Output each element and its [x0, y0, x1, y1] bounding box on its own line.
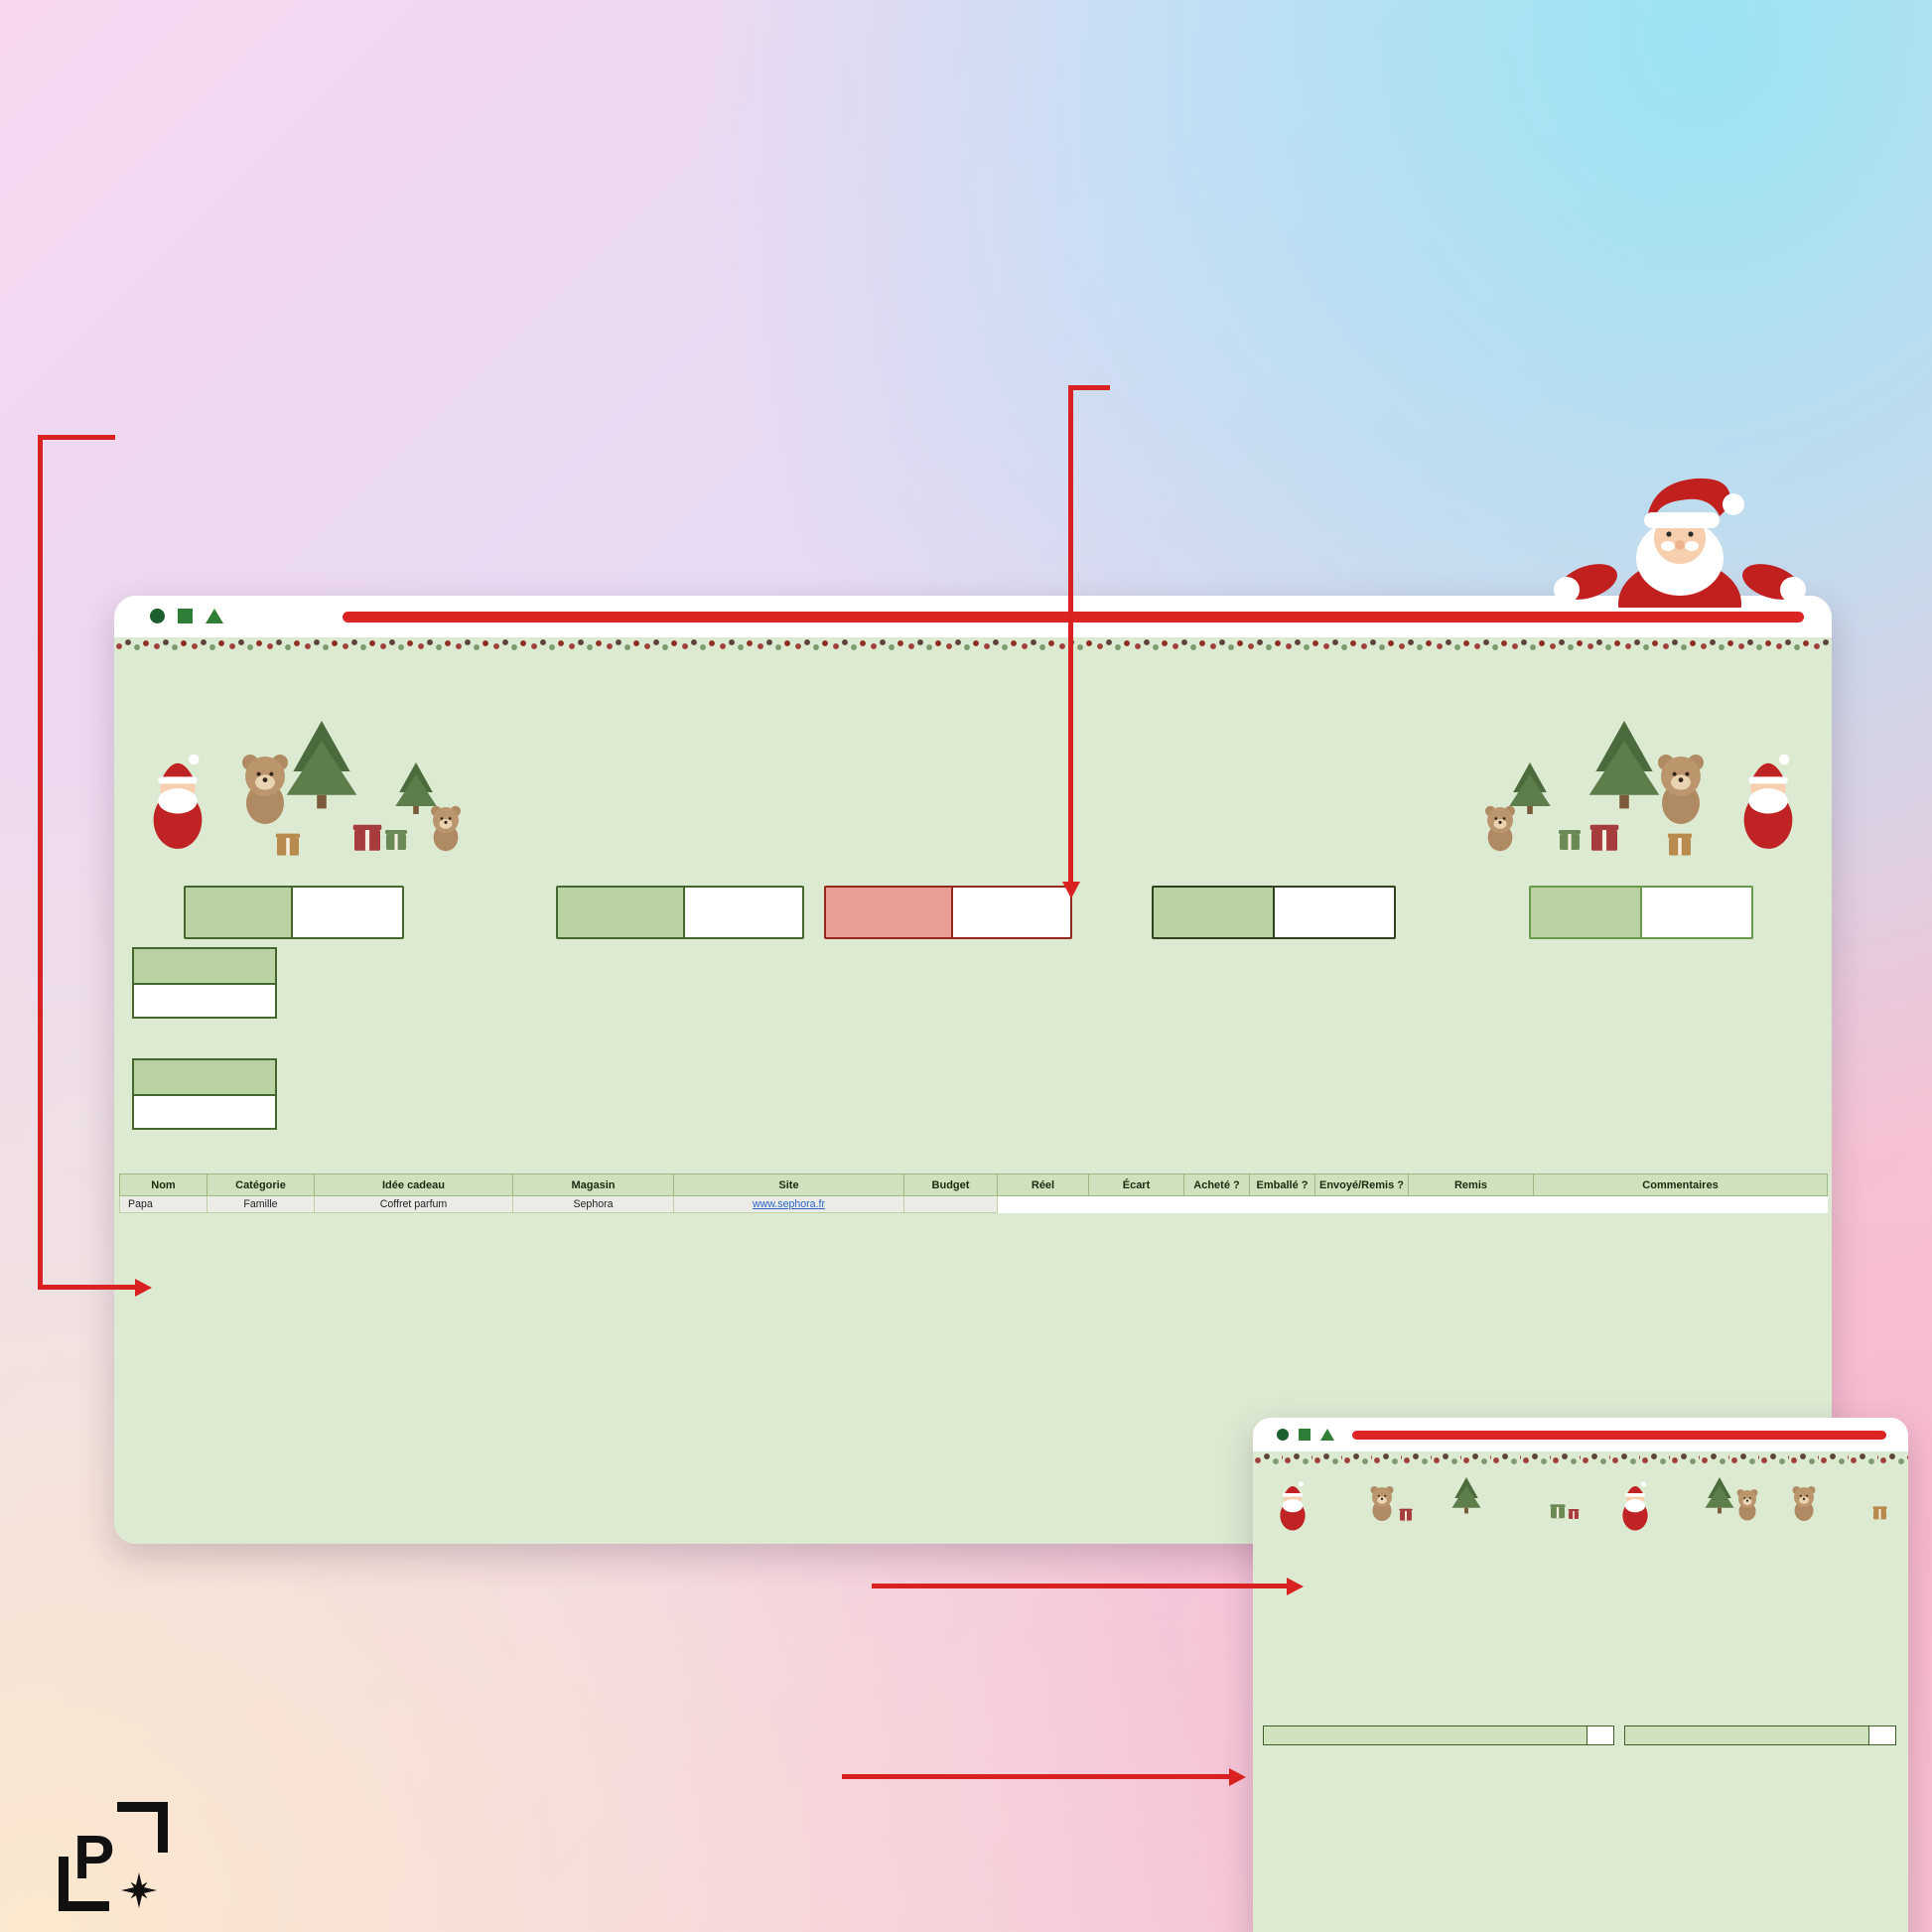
stat-depenses-value[interactable]: [951, 886, 1072, 939]
window-dot-icon[interactable]: [150, 609, 165, 623]
summary-browser-window: [1253, 1418, 1908, 1932]
column-header[interactable]: Acheté ?: [1183, 1173, 1250, 1196]
donut-emballes-chart[interactable]: [1316, 981, 1428, 1092]
progression-connector-arrowhead: [1229, 1767, 1246, 1786]
column-header[interactable]: Réel: [997, 1173, 1089, 1196]
brand-logo: P: [59, 1802, 168, 1911]
mini-window-dot-icon[interactable]: [1277, 1429, 1289, 1441]
column-header[interactable]: Magasin: [512, 1173, 674, 1196]
column-header[interactable]: Commentaires: [1533, 1173, 1828, 1196]
christmas-decoration-right: [1485, 721, 1793, 856]
window-square-icon[interactable]: [178, 609, 193, 623]
stat-budget-label: [556, 886, 687, 939]
devise-value[interactable]: [132, 1094, 277, 1130]
stat-cadeaux-label: [1529, 886, 1644, 939]
tracker-connector-arrowhead: [135, 1278, 152, 1297]
stat-cadeaux-value[interactable]: [1640, 886, 1753, 939]
list-acheter-header: [1263, 1725, 1614, 1745]
mini-garland-decoration: [1253, 1451, 1908, 1464]
mini-window-square-icon[interactable]: [1299, 1429, 1311, 1441]
gift-table[interactable]: Nom Catégorie Idée cadeau Magasin Site Budget…: [119, 1173, 1828, 1214]
mini-window-chrome: [1253, 1418, 1908, 1451]
table-row: Papa Famille Coffret parfum Sephora www.seph…: [119, 1194, 1828, 1214]
santa-illustration: [1551, 455, 1809, 608]
shopping-connector-arrowhead: [1061, 882, 1080, 898]
site-link[interactable]: www.sephora.fr: [752, 1198, 825, 1211]
categorie-connector-arrowhead: [1287, 1577, 1304, 1595]
column-header[interactable]: Catégorie: [207, 1173, 315, 1196]
pie-chart[interactable]: [296, 967, 465, 1136]
window-url-bar[interactable]: [343, 612, 1804, 622]
column-header[interactable]: Envoyé/Remis ?: [1314, 1173, 1409, 1196]
list-achetes-count: [1868, 1726, 1895, 1744]
column-header[interactable]: Budget: [903, 1173, 998, 1196]
christmas-decoration-left: [153, 721, 461, 856]
stat-reste-label: [1152, 886, 1277, 939]
mini-window-triangle-icon[interactable]: [1320, 1429, 1334, 1441]
window-chrome: [114, 596, 1832, 637]
tracker-connector-vline: [38, 435, 43, 1289]
progression-connector-line: [842, 1774, 1231, 1779]
column-header[interactable]: Emballé ?: [1249, 1173, 1315, 1196]
stat-budget-value[interactable]: [683, 886, 804, 939]
date-noel-label: [132, 947, 277, 987]
budget-vs-reel-chart[interactable]: [558, 967, 1116, 1166]
column-header[interactable]: Site: [673, 1173, 904, 1196]
garland-decoration: [114, 637, 1832, 654]
gift-table-header-row: Nom Catégorie Idée cadeau Magasin Site Budget…: [119, 1173, 1828, 1196]
stat-depenses-label: [824, 886, 955, 939]
window-triangle-icon[interactable]: [206, 609, 223, 623]
donut-envoyes-chart[interactable]: [1481, 981, 1592, 1092]
tracker-connector-dash: [38, 435, 115, 440]
list-achetes-header: [1624, 1725, 1896, 1745]
spreadsheet-surface: Nom Catégorie Idée cadeau Magasin Site Budget…: [114, 637, 1832, 1544]
column-header[interactable]: Remis: [1408, 1173, 1534, 1196]
tracker-browser-window: Nom Catégorie Idée cadeau Magasin Site Budget…: [114, 596, 1832, 1544]
categorie-connector-line: [872, 1584, 1289, 1588]
column-header[interactable]: Idée cadeau: [314, 1173, 513, 1196]
list-acheter-count: [1587, 1726, 1613, 1744]
donut-achetes-chart[interactable]: [1151, 981, 1262, 1092]
mini-christmas-decoration: [1280, 1477, 1887, 1531]
svg-text:P: P: [73, 1824, 114, 1892]
column-header[interactable]: Nom: [119, 1173, 207, 1196]
shopping-connector-dash: [1068, 385, 1110, 390]
shopping-connector-vline: [1068, 385, 1073, 884]
date-noel-value[interactable]: [132, 983, 277, 1019]
stat-reste-value[interactable]: [1273, 886, 1396, 939]
stat-jours-label: [184, 886, 295, 939]
mini-window-url-bar[interactable]: [1352, 1431, 1886, 1440]
tracker-connector-hline: [38, 1285, 137, 1290]
stat-jours-value[interactable]: [291, 886, 404, 939]
devise-label: [132, 1058, 277, 1098]
mini-spreadsheet-surface: [1253, 1451, 1908, 1932]
waterfall-chart[interactable]: [1567, 1577, 1898, 1727]
column-header[interactable]: Écart: [1088, 1173, 1184, 1196]
